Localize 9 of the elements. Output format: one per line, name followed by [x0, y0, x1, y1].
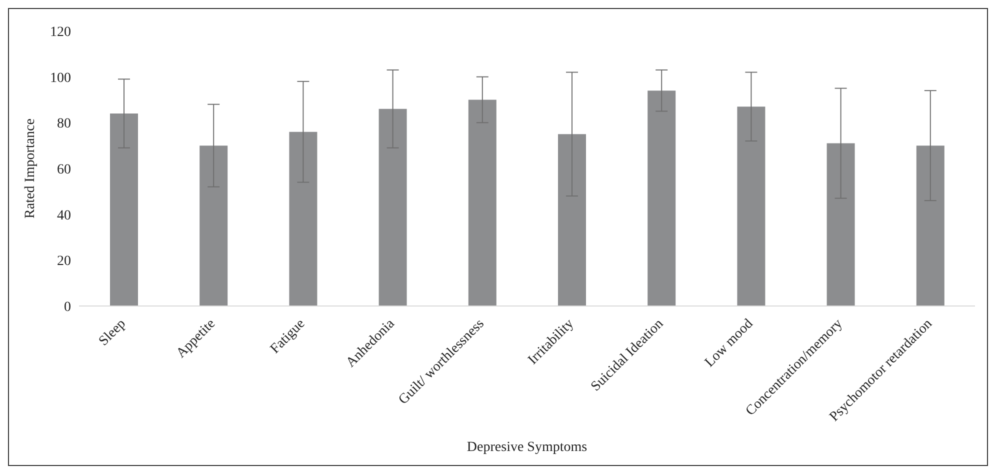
y-tick-label: 40	[57, 208, 71, 224]
x-axis-title: Depresive Symptoms	[466, 440, 588, 455]
y-tick-label: 20	[57, 254, 71, 270]
y-axis-title: Rated Importance	[22, 118, 38, 218]
y-tick-label: 80	[57, 116, 71, 132]
y-tick-label: 120	[50, 24, 71, 40]
y-tick-label: 0	[64, 300, 71, 315]
y-tick-label: 60	[57, 162, 71, 178]
y-tick-label: 100	[50, 70, 71, 86]
